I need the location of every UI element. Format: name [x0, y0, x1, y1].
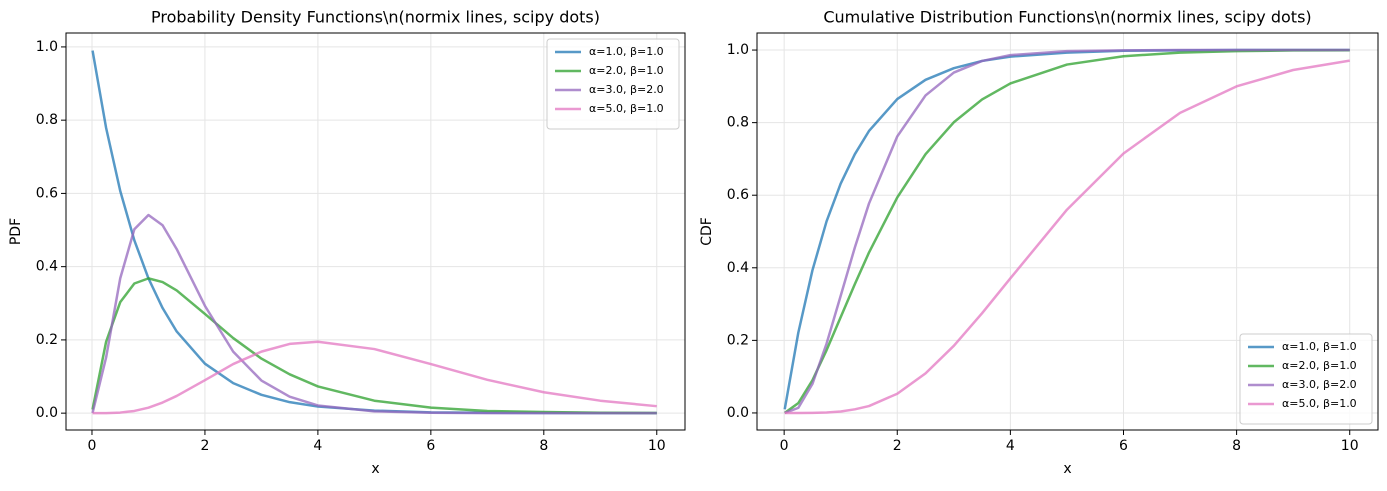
y-axis-label: PDF	[8, 218, 24, 245]
y-tick-label: 0.8	[727, 115, 749, 131]
y-tick-label: 0.4	[36, 259, 58, 275]
x-tick-label: 10	[1341, 438, 1359, 454]
axes-frame	[756, 32, 1379, 431]
legend-label: α=2.0, β=1.0	[1282, 359, 1357, 372]
x-tick-label: 6	[1119, 438, 1128, 454]
legend-label: α=1.0, β=1.0	[589, 45, 664, 58]
legend-label: α=5.0, β=1.0	[1282, 397, 1357, 410]
x-axis-label: x	[1063, 461, 1071, 477]
x-tick-label: 10	[648, 438, 666, 454]
x-tick-label: 2	[893, 438, 902, 454]
y-tick-label: 0.0	[36, 405, 58, 421]
chart-title: Cumulative Distribution Functions\n(norm…	[823, 8, 1311, 27]
x-tick-label: 4	[313, 438, 322, 454]
y-tick-label: 0.8	[36, 112, 58, 128]
legend-label: α=5.0, β=1.0	[589, 102, 664, 115]
x-tick-label: 0	[88, 438, 97, 454]
y-tick-label: 1.0	[36, 39, 58, 55]
y-axis-label: CDF	[699, 217, 715, 246]
x-tick-label: 8	[539, 438, 548, 454]
chart-title: Probability Density Functions\n(normix l…	[151, 8, 600, 27]
x-tick-label: 0	[780, 438, 789, 454]
x-tick-label: 6	[426, 438, 435, 454]
series-line	[783, 48, 1350, 414]
legend-box	[1239, 333, 1373, 425]
y-tick-label: 0.2	[727, 332, 749, 348]
x-tick-label: 4	[1006, 438, 1015, 454]
series-line	[784, 59, 1350, 415]
series-line	[91, 277, 657, 415]
axes-frame	[65, 32, 686, 431]
series-line	[91, 213, 657, 415]
series-line	[92, 340, 657, 415]
y-tick-label: 1.0	[727, 42, 749, 58]
x-tick-label: 8	[1232, 438, 1241, 454]
legend-box	[546, 38, 680, 130]
x-axis-label: x	[371, 461, 379, 477]
legend-label: α=3.0, β=2.0	[589, 83, 664, 96]
legend-label: α=2.0, β=1.0	[589, 64, 664, 77]
y-tick-label: 0.4	[727, 260, 749, 276]
y-tick-label: 0.6	[727, 187, 749, 203]
legend-label: α=1.0, β=1.0	[1282, 340, 1357, 353]
series-line	[784, 48, 1350, 415]
y-tick-label: 0.0	[727, 405, 749, 421]
legend-label: α=3.0, β=2.0	[1282, 378, 1357, 391]
y-tick-label: 0.2	[36, 332, 58, 348]
x-tick-label: 2	[200, 438, 209, 454]
y-tick-label: 0.6	[36, 185, 58, 201]
